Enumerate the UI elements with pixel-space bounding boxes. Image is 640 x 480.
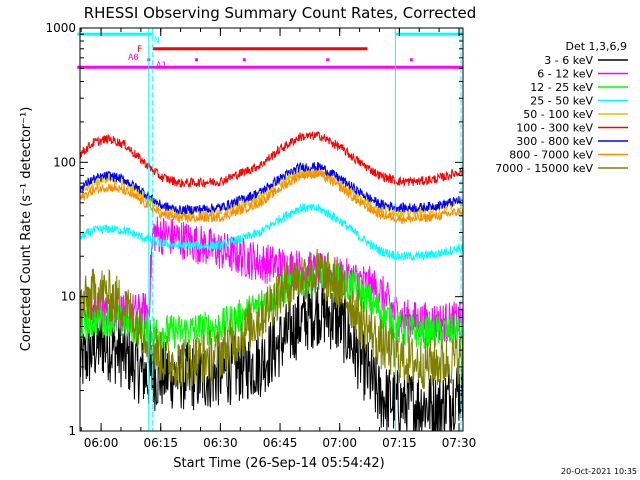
series-line-4 (79, 167, 464, 220)
series-line-3 (79, 203, 464, 262)
flag-label-2: A0 (128, 53, 139, 63)
flag-dot-4 (409, 58, 413, 62)
legend-label-4: 50 - 100 keV (523, 108, 593, 121)
series-line-5 (79, 131, 464, 189)
flag-label-3: A1 (156, 61, 167, 71)
flag-label-0: F (137, 45, 142, 55)
legend-label-5: 100 - 300 keV (516, 122, 593, 135)
series-line-8 (79, 248, 464, 389)
flag-layer: F N A0 A1 (77, 32, 463, 71)
series-line-6 (79, 162, 464, 216)
y-tick-label-3: 1000 (45, 21, 76, 35)
legend-label-6: 300 - 800 keV (516, 135, 593, 148)
legend-label-3: 25 - 50 keV (530, 95, 593, 108)
legend-label-1: 6 - 12 keV (537, 68, 593, 81)
flag-label-1: N (154, 36, 159, 46)
y-tick-label-0: 1 (68, 424, 76, 438)
x-tick-label-4: 07:00 (322, 436, 357, 450)
timestamp: 20-Oct-2021 10:35 (561, 467, 637, 476)
legend-label-8: 7000 - 15000 keV (495, 162, 593, 175)
x-tick-label-0: 06:00 (84, 436, 119, 450)
x-tick-label-6: 07:30 (442, 436, 477, 450)
x-tick-label-1: 06:15 (143, 436, 178, 450)
plot-frame (79, 27, 464, 432)
legend-label-2: 12 - 25 keV (530, 81, 593, 94)
chart-title: RHESSI Observing Summary Count Rates, Co… (84, 4, 477, 22)
x-tick-label-2: 06:30 (203, 436, 238, 450)
x-axis-label: Start Time (26-Sep-14 05:54:42) (173, 456, 384, 471)
legend-label-7: 800 - 7000 keV (509, 149, 593, 162)
legend-title: Det 1,3,6,9 (565, 40, 627, 53)
y-axis: 1 10 100 1000 (45, 21, 463, 438)
series-layer (79, 131, 464, 432)
x-axis: 06:00 06:15 06:30 06:45 07:00 07:15 07:30 (80, 28, 477, 450)
y-axis-label: Corrected Count Rate (s⁻¹ detector⁻¹) (19, 107, 34, 352)
flag-dot-3 (326, 58, 330, 62)
flag-dot-2 (242, 58, 246, 62)
x-tick-label-5: 07:15 (382, 436, 417, 450)
flag-dot-1 (195, 58, 199, 62)
legend-label-0: 3 - 6 keV (544, 54, 593, 67)
y-tick-label-2: 100 (53, 155, 76, 169)
series-line-7 (79, 169, 464, 225)
x-tick-label-3: 06:45 (263, 436, 298, 450)
y-tick-label-1: 10 (61, 290, 76, 304)
